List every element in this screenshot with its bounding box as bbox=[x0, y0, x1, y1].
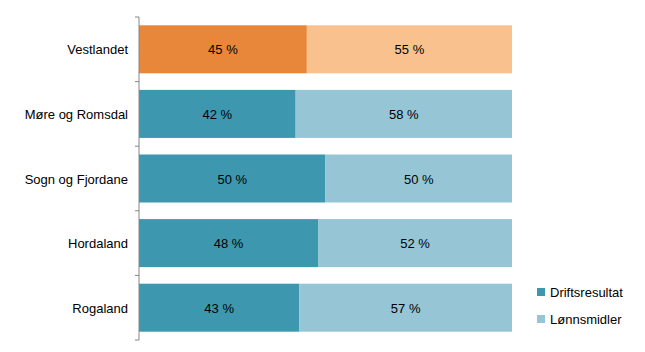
bar-segment bbox=[299, 284, 512, 332]
data-labels: 45 % 55 % 42 % 58 % 50 % 50 % 48 % 52 % 43 % 57 % bbox=[203, 42, 434, 315]
data-label: 48 % bbox=[214, 236, 244, 251]
bar-segment bbox=[139, 90, 296, 138]
chart-container: 45 % 55 % 42 % 58 % 50 % 50 % 48 % 52 % 43 % 57 %… bbox=[0, 0, 645, 352]
category-label: Hordaland bbox=[68, 236, 128, 251]
axis-line bbox=[139, 17, 140, 340]
data-label: 58 % bbox=[389, 107, 419, 122]
category-label: Vestlandet bbox=[67, 42, 128, 57]
axis-tick bbox=[135, 17, 139, 18]
bar-segment bbox=[326, 155, 513, 203]
legend-label: Driftsresultat bbox=[550, 285, 623, 300]
axis-tick bbox=[135, 81, 139, 82]
bar-segment bbox=[139, 219, 318, 267]
data-label: 52 % bbox=[400, 236, 430, 251]
data-label: 45 % bbox=[208, 42, 238, 57]
legend-label: Lønnsmidler bbox=[550, 312, 622, 327]
axis-tick bbox=[135, 275, 139, 276]
bar-segment bbox=[318, 219, 512, 267]
legend-swatch bbox=[537, 288, 545, 296]
axis-tick bbox=[135, 210, 139, 211]
bar-segment bbox=[139, 25, 307, 73]
category-label: Sogn og Fjordane bbox=[25, 172, 128, 187]
bar-segment bbox=[139, 155, 326, 203]
data-label: 43 % bbox=[204, 301, 234, 316]
axis-tick bbox=[135, 340, 139, 341]
category-label: Møre og Romsdal bbox=[25, 107, 128, 122]
category-axis: Vestlandet Møre og Romsdal Sogn og Fjordan… bbox=[25, 17, 139, 340]
bar-segment bbox=[296, 90, 512, 138]
chart-svg: 45 % 55 % 42 % 58 % 50 % 50 % 48 % 52 % 43 % 57 %… bbox=[0, 0, 645, 352]
bars bbox=[139, 25, 512, 331]
data-label: 50 % bbox=[404, 172, 434, 187]
category-label: Rogaland bbox=[72, 301, 128, 316]
data-label: 55 % bbox=[395, 42, 425, 57]
legend: Driftsresultat Lønnsmidler bbox=[537, 285, 623, 327]
data-label: 42 % bbox=[203, 107, 233, 122]
axis-tick bbox=[135, 146, 139, 147]
bar-segment bbox=[139, 284, 299, 332]
bar-segment bbox=[307, 25, 512, 73]
data-label: 50 % bbox=[217, 172, 247, 187]
legend-swatch bbox=[537, 315, 545, 323]
data-label: 57 % bbox=[391, 301, 421, 316]
